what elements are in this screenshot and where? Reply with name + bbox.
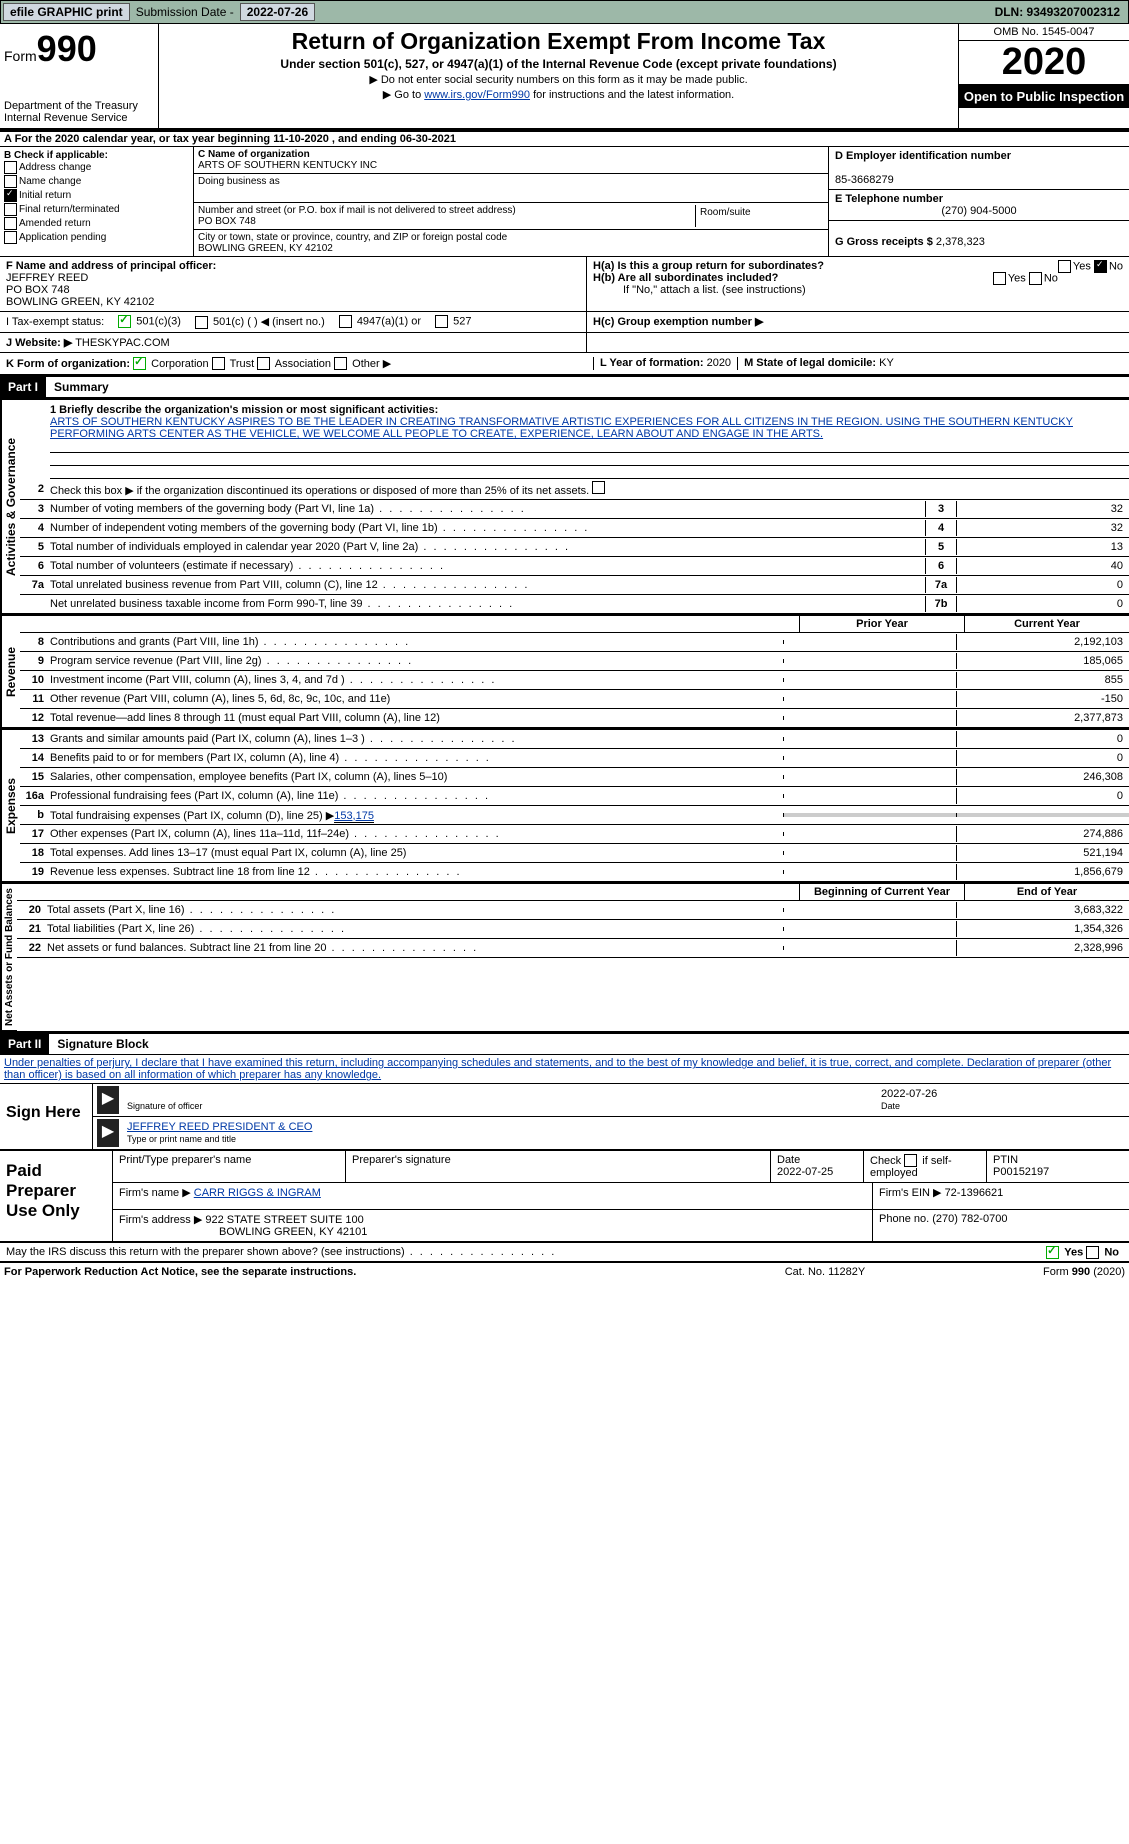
chk-name-change[interactable]: [4, 175, 17, 188]
side-revenue: Revenue: [0, 616, 20, 728]
section-expenses: Expenses 13Grants and similar amounts pa…: [0, 728, 1129, 882]
block-right: D Employer identification number85-36682…: [828, 147, 1129, 256]
chk-address-change[interactable]: [4, 161, 17, 174]
instr-1: ▶ Do not enter social security numbers o…: [165, 73, 952, 86]
form-number: Form990: [4, 28, 154, 70]
part1-header: Part I Summary: [0, 376, 1129, 398]
id-block: B Check if applicable: Address change Na…: [0, 147, 1129, 257]
paid-preparer: Paid Preparer Use Only Print/Type prepar…: [0, 1149, 1129, 1243]
declaration: Under penalties of perjury, I declare th…: [0, 1055, 1129, 1083]
tax-year: 2020: [959, 41, 1129, 85]
chk-527[interactable]: [435, 315, 448, 328]
chk-app-pending[interactable]: [4, 231, 17, 244]
efile-button[interactable]: efile GRAPHIC print: [3, 3, 130, 21]
chk-self-employed[interactable]: [904, 1154, 917, 1167]
chk-501c[interactable]: [195, 316, 208, 329]
instructions-link[interactable]: www.irs.gov/Form990: [424, 89, 530, 101]
topbar: efile GRAPHIC print Submission Date - 20…: [0, 0, 1129, 24]
k-form-row: K Form of organization: Corporation Trus…: [0, 353, 1129, 377]
chk-corp[interactable]: [133, 357, 146, 370]
side-expenses: Expenses: [0, 730, 20, 882]
form-header: Form990 Department of the Treasury Inter…: [0, 24, 1129, 130]
omb-number: OMB No. 1545-0047: [959, 24, 1129, 41]
chk-discuss-yes[interactable]: [1046, 1246, 1059, 1259]
chk-assoc[interactable]: [257, 357, 270, 370]
part2-header: Part II Signature Block: [0, 1033, 1129, 1055]
block-b: B Check if applicable: Address change Na…: [0, 147, 194, 256]
section-gov: Activities & Governance 1 Briefly descri…: [0, 398, 1129, 614]
arrow-icon: ▶: [97, 1086, 119, 1114]
subdate-label: Submission Date -: [136, 5, 234, 19]
block-h: H(a) Is this a group return for subordin…: [587, 257, 1129, 311]
tax-exempt-row: I Tax-exempt status: 501(c)(3) 501(c) ( …: [0, 312, 1129, 333]
section-net: Net Assets or Fund Balances Beginning of…: [0, 882, 1129, 1033]
chk-trust[interactable]: [212, 357, 225, 370]
chk-4947[interactable]: [339, 315, 352, 328]
chk-ha-no[interactable]: [1094, 260, 1107, 273]
instr-2: ▶ Go to www.irs.gov/Form990 for instruct…: [165, 88, 952, 101]
chk-initial-return[interactable]: [4, 189, 17, 202]
chk-amended[interactable]: [4, 217, 17, 230]
block-f: F Name and address of principal officer:…: [0, 257, 587, 311]
chk-501c3[interactable]: [118, 315, 131, 328]
fh-block: F Name and address of principal officer:…: [0, 257, 1129, 312]
subdate-button[interactable]: 2022-07-26: [240, 3, 315, 21]
chk-hb-yes[interactable]: [993, 272, 1006, 285]
sign-here: Sign Here: [0, 1084, 93, 1149]
side-gov: Activities & Governance: [0, 400, 20, 614]
arrow-icon: ▶: [97, 1119, 119, 1147]
signature-block: Under penalties of perjury, I declare th…: [0, 1055, 1129, 1149]
period-line: A For the 2020 calendar year, or tax yea…: [0, 130, 1129, 147]
block-c: C Name of organizationARTS OF SOUTHERN K…: [194, 147, 828, 256]
form-subtitle: Under section 501(c), 527, or 4947(a)(1)…: [165, 57, 952, 71]
chk-other[interactable]: [334, 357, 347, 370]
chk-discuss-no[interactable]: [1086, 1246, 1099, 1259]
website-row: J Website: ▶ THESKYPAC.COM: [0, 333, 1129, 353]
chk-discontinued[interactable]: [592, 481, 605, 494]
public-inspection: Open to Public Inspection: [959, 85, 1129, 108]
chk-ha-yes[interactable]: [1058, 260, 1071, 273]
discuss-row: May the IRS discuss this return with the…: [0, 1243, 1129, 1263]
department: Department of the Treasury Internal Reve…: [4, 100, 154, 124]
dln: DLN: 93493207002312: [995, 5, 1126, 19]
form-title: Return of Organization Exempt From Incom…: [165, 28, 952, 55]
mission: 1 Briefly describe the organization's mi…: [20, 400, 1129, 440]
section-revenue: Revenue Prior YearCurrent Year 8Contribu…: [0, 614, 1129, 728]
side-net: Net Assets or Fund Balances: [0, 884, 17, 1031]
chk-hb-no[interactable]: [1029, 272, 1042, 285]
chk-final-return[interactable]: [4, 203, 17, 216]
page-footer: For Paperwork Reduction Act Notice, see …: [0, 1263, 1129, 1281]
